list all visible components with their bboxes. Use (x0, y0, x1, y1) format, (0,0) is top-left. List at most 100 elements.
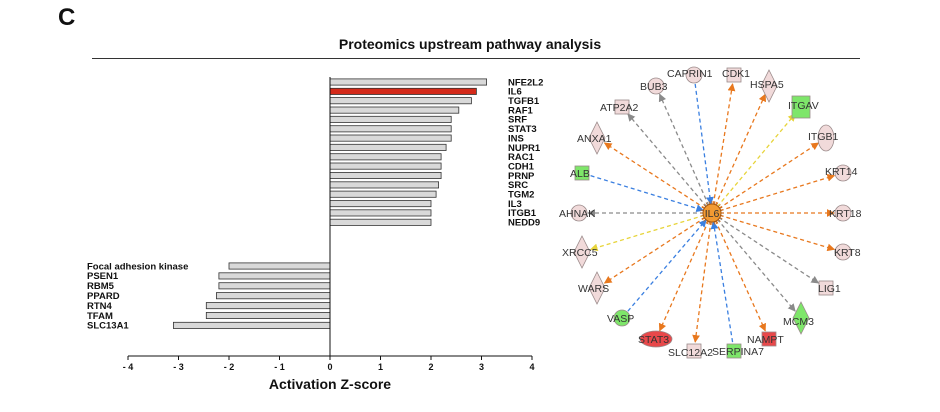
x-tick-label: 3 (479, 362, 484, 372)
x-tick-label: 4 (529, 362, 534, 372)
edge-vasp (627, 219, 707, 312)
edge-stat3 (658, 220, 710, 332)
category-label-rac1: RAC1 (508, 152, 535, 163)
x-tick-label: - 1 (274, 362, 285, 372)
edge-mcm3 (716, 218, 796, 312)
edge-caprin1 (694, 83, 714, 205)
node-mcm3: MCM3 (783, 301, 814, 335)
node-atp2a2: ATP2A2 (600, 99, 638, 115)
node-label: WARS (578, 283, 609, 295)
node-label: KRT8 (834, 247, 861, 259)
edge-anxa1 (603, 142, 706, 210)
node-slc12a2: SLC12A2 (668, 343, 713, 359)
x-tick-label: - 4 (123, 362, 134, 372)
node-krt14: KRT14 (825, 164, 858, 182)
node-serpina7: SERPINA7 (712, 343, 764, 359)
category-label-raf1: RAF1 (508, 105, 534, 116)
x-tick-label: - 2 (224, 362, 235, 372)
node-square (791, 95, 811, 119)
node-label: HSPA5 (750, 79, 784, 91)
node-label: KRT18 (829, 208, 862, 220)
node-label: AHNAK (559, 208, 595, 220)
x-tick-label: 0 (327, 362, 332, 372)
edge-krt14 (719, 173, 836, 212)
node-square (726, 343, 742, 359)
node-label: ITGAV (788, 100, 819, 112)
edge-serpina7 (710, 221, 734, 343)
edge-itgb1 (718, 142, 820, 210)
node-krt8: KRT8 (834, 243, 861, 261)
node-anxa1: ANXA1 (577, 121, 612, 155)
edge-alb (590, 175, 705, 213)
node-label: CDK1 (722, 68, 750, 80)
category-label-itgb1: ITGB1 (508, 208, 537, 219)
node-circle (834, 243, 852, 261)
node-ahnak: AHNAK (559, 204, 595, 222)
category-label-il3: IL3 (508, 199, 522, 210)
category-label-nedd9: NEDD9 (508, 218, 540, 229)
x-axis-title: Activation Z-score (269, 376, 391, 392)
panel-letter: C (58, 4, 76, 31)
node-diamond (588, 271, 606, 305)
edge-hspa5 (714, 93, 766, 206)
node-itgav: ITGAV (788, 95, 819, 119)
category-label-focal-adhesion-kinase: Focal adhesion kinase (87, 261, 188, 272)
node-itgb1: ITGB1 (808, 124, 839, 152)
category-label-nupr1: NUPR1 (508, 143, 541, 154)
node-label: ANXA1 (577, 133, 612, 145)
node-circle (834, 204, 852, 222)
category-label-il6: IL6 (508, 87, 522, 98)
hub-node-il6: IL6 (700, 201, 724, 225)
hub-circle (702, 203, 722, 223)
category-label-prnp: PRNP (508, 171, 535, 182)
node-lig1: LIG1 (818, 280, 841, 296)
category-label-rbm5: RBM5 (87, 281, 115, 292)
edge-cdk1 (712, 83, 736, 206)
node-label: SERPINA7 (712, 346, 764, 358)
node-ellipse (639, 330, 673, 348)
node-label: KRT14 (825, 166, 858, 178)
category-label-ppard: PPARD (87, 291, 120, 302)
title-divider (92, 58, 860, 59)
node-wars: WARS (578, 271, 609, 305)
edge-krt8 (719, 214, 836, 252)
x-tick-label: 1 (378, 362, 383, 372)
node-nampt: NAMPT (747, 331, 784, 347)
node-bub3: BUB3 (640, 77, 668, 95)
category-label-stat3: STAT3 (508, 124, 537, 135)
node-xrcc5: XRCC5 (562, 235, 598, 269)
node-caprin1: CAPRIN1 (667, 66, 713, 84)
node-circle (613, 309, 631, 327)
category-label-cdh1: CDH1 (508, 161, 535, 172)
node-label: ATP2A2 (600, 102, 638, 114)
node-hspa5: HSPA5 (750, 69, 784, 103)
node-ellipse (817, 124, 835, 152)
edge-nampt (714, 220, 766, 332)
node-label: ITGB1 (808, 131, 839, 143)
edge-bub3 (658, 93, 710, 206)
hub-label: IL6 (705, 208, 720, 220)
node-label: LIG1 (818, 283, 841, 295)
node-diamond (792, 301, 810, 335)
category-label-tgfb1: TGFB1 (508, 96, 540, 107)
category-label-psen1: PSEN1 (87, 271, 119, 282)
node-label: CAPRIN1 (667, 68, 713, 80)
category-label-src: SRC (508, 180, 528, 191)
edge-slc12a2 (692, 220, 712, 343)
node-label: SLC12A2 (668, 347, 713, 359)
node-circle (570, 204, 588, 222)
node-diamond (588, 121, 606, 155)
chart-title: Proteomics upstream pathway analysis (338, 36, 602, 52)
category-label-srf: SRF (508, 115, 527, 126)
node-vasp: VASP (607, 309, 634, 327)
node-diamond (760, 69, 778, 103)
category-label-rtn4: RTN4 (87, 301, 113, 312)
node-label: VASP (607, 313, 634, 325)
node-cdk1: CDK1 (722, 67, 750, 83)
node-square (818, 280, 834, 296)
node-label: XRCC5 (562, 247, 598, 259)
node-circle (685, 66, 703, 84)
category-label-nfe2l2: NFE2L2 (508, 77, 543, 88)
